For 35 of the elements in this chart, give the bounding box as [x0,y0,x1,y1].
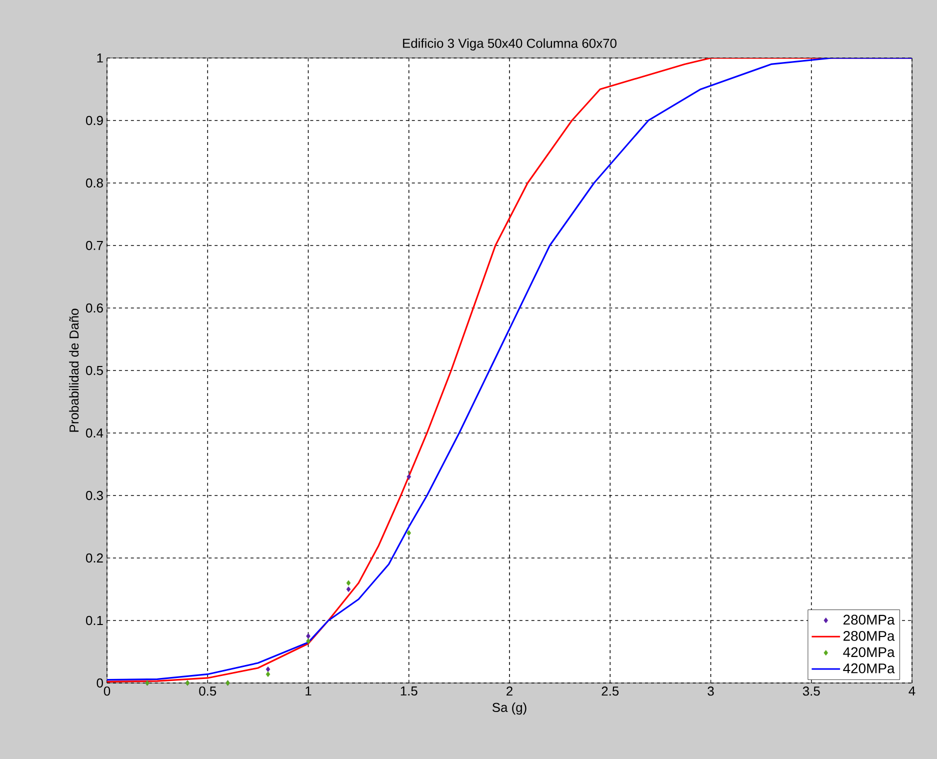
point [306,633,310,639]
point [266,671,270,678]
y-axis-title: Probabilidad de Daño [69,308,79,432]
x-tick-label: 1.5 [400,686,418,696]
point [346,580,351,586]
chart-title: Edificio 3 Viga 50x40 Columna 60x70 [403,38,616,50]
y-tick-label: 0.3 [86,490,103,500]
x-tick-label: 4 [908,686,916,696]
x-tick-label: 1 [306,686,312,696]
y-tick-label: 0.2 [86,553,103,563]
x-tick-label: 3.5 [802,686,820,696]
point [406,530,412,536]
y-tick-label: 0.4 [86,428,104,438]
legend-label: 280MPa [843,614,895,625]
x-axis-title: Sa (g) [492,702,526,715]
point [306,638,310,644]
y-tick-label: 1 [97,54,103,62]
x-tick-label: 3 [708,686,714,696]
y-tick-label: 0 [96,678,103,688]
y-tick-label: 0.1 [86,616,103,626]
y-tick-label: 0.6 [86,303,103,313]
y-tick-label: 0.8 [86,178,103,188]
y-tick-label: 0.5 [86,366,103,376]
x-tick-label: 0.5 [199,686,216,696]
point [346,586,351,592]
x-tick-label: 0 [104,686,110,696]
legend-label: 420MPa [843,647,895,658]
y-tick-label: 0.7 [86,240,103,250]
legend-label: 420MPa [843,663,895,674]
point [266,666,270,672]
legend-label: 280MPa [843,630,895,641]
x-tick-label: 2.5 [602,686,619,696]
x-tick-label: 2 [506,686,512,696]
point [406,474,412,480]
y-tick-label: 0.9 [86,116,103,126]
